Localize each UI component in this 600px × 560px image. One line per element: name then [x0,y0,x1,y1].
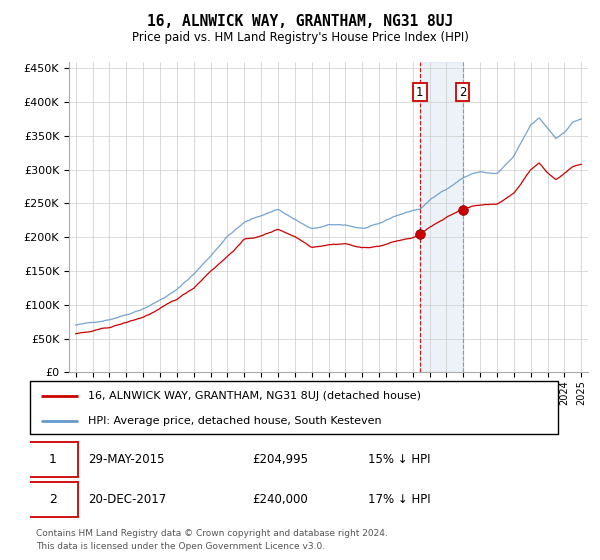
Text: Contains HM Land Registry data © Crown copyright and database right 2024.
This d: Contains HM Land Registry data © Crown c… [36,529,388,550]
Text: 1: 1 [49,453,56,466]
Text: 15% ↓ HPI: 15% ↓ HPI [368,453,430,466]
Text: 20-DEC-2017: 20-DEC-2017 [88,493,166,506]
Text: £240,000: £240,000 [252,493,308,506]
Text: 2: 2 [459,86,466,99]
Text: 17% ↓ HPI: 17% ↓ HPI [368,493,431,506]
Text: Price paid vs. HM Land Registry's House Price Index (HPI): Price paid vs. HM Land Registry's House … [131,31,469,44]
Text: HPI: Average price, detached house, South Kesteven: HPI: Average price, detached house, Sout… [88,416,382,426]
Bar [420,62,463,372]
Text: 29-MAY-2015: 29-MAY-2015 [88,453,164,466]
Text: 1: 1 [416,86,424,99]
FancyBboxPatch shape [28,442,77,477]
Text: 2: 2 [49,493,56,506]
Text: £204,995: £204,995 [252,453,308,466]
Text: 16, ALNWICK WAY, GRANTHAM, NG31 8UJ: 16, ALNWICK WAY, GRANTHAM, NG31 8UJ [147,14,453,29]
Text: 16, ALNWICK WAY, GRANTHAM, NG31 8UJ (detached house): 16, ALNWICK WAY, GRANTHAM, NG31 8UJ (det… [88,391,421,401]
FancyBboxPatch shape [28,482,77,517]
